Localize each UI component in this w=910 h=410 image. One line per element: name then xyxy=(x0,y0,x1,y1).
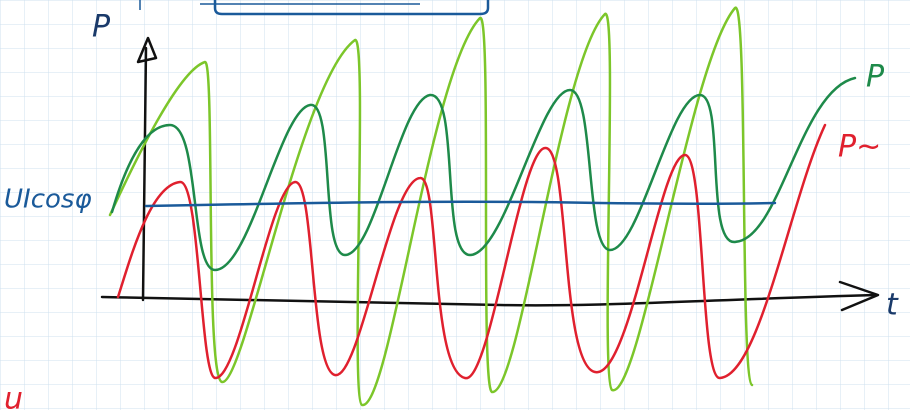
baseline-label: UIcosφ xyxy=(4,185,92,215)
grid-paper xyxy=(0,0,910,410)
sketch: P t P P~ UIcosφ u xyxy=(0,0,910,410)
y-axis-label: P xyxy=(92,10,111,45)
curve-label: P xyxy=(866,60,885,95)
curve-label: P~ xyxy=(838,130,881,165)
x-axis-label: t xyxy=(886,288,899,323)
corner-label: u xyxy=(4,382,23,410)
